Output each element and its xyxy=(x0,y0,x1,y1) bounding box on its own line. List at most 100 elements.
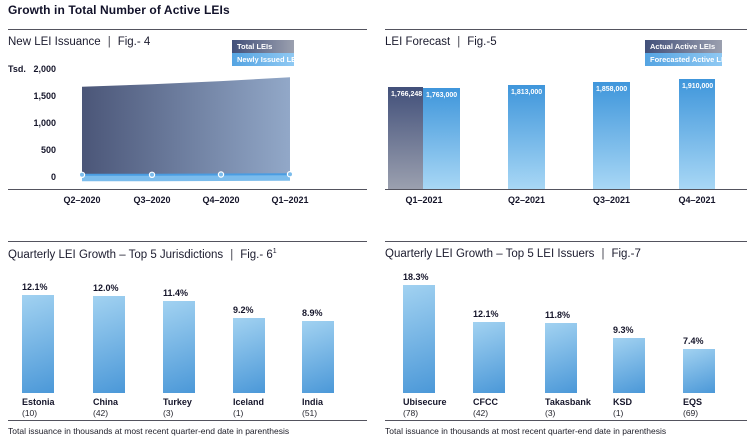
x-tick-label: Q3–2021 xyxy=(592,195,631,205)
panel-fig7: Quarterly LEI Growth – Top 5 LEI Issuers… xyxy=(385,241,747,441)
category-label: India xyxy=(302,397,324,407)
y-tick-label: 0 xyxy=(50,172,56,182)
percentage-label: 11.8% xyxy=(545,310,571,320)
x-axis-line xyxy=(8,189,367,190)
footnote-marker: 1 xyxy=(272,248,277,255)
bar-value-label: 1,858,000 xyxy=(596,86,628,93)
y-axis-unit: Tsd. xyxy=(8,64,26,74)
y-tick-label: 1,500 xyxy=(33,91,56,101)
divider xyxy=(8,241,367,242)
percentage-label: 12.1% xyxy=(473,309,499,319)
count-label: (42) xyxy=(93,408,109,418)
legend-fig4: Total LEIs Newly Issued LEIs xyxy=(232,40,302,66)
count-label: (51) xyxy=(302,408,318,418)
category-label: Turkey xyxy=(163,397,192,407)
data-point-marker xyxy=(148,171,156,178)
percentage-label: 18.3% xyxy=(403,272,429,282)
jurisdictions-bar-chart-container: 12.1% Estonia (10) 12.0% China (42) 11.4% Turke… xyxy=(8,241,367,441)
divider xyxy=(8,420,367,421)
total-leis-area xyxy=(82,77,290,175)
x-tick-label: Q4–2021 xyxy=(678,195,716,205)
category-label: China xyxy=(93,397,119,407)
bar-value-label: 1,766,248 xyxy=(391,91,423,99)
percentage-label: 9.3% xyxy=(613,325,634,335)
legend-item-newly-issued-leis: Newly Issued LEIs xyxy=(232,53,302,66)
panel-title-text: New LEI Issuance xyxy=(8,36,101,48)
title-separator: | xyxy=(601,248,605,260)
panel-title-fig4: New LEI Issuance | Fig.- 4 xyxy=(8,36,150,48)
panel-fig4: New LEI Issuance | Fig.- 4 Total LEIs Newl… xyxy=(8,29,367,241)
panel-title-text: Quarterly LEI Growth – Top 5 Jurisdictio… xyxy=(8,248,224,261)
x-tick-label: Q1–2021 xyxy=(271,195,309,205)
panel-title-text: LEI Forecast xyxy=(385,36,451,48)
bar xyxy=(163,301,195,393)
bar xyxy=(302,321,334,393)
bar xyxy=(613,338,645,393)
panel-fig5: LEI Forecast | Fig.-5 Actual Active LEIs F… xyxy=(385,29,747,241)
x-axis-line xyxy=(385,189,747,190)
forecast-bar: 1,813,000 xyxy=(508,84,545,189)
forecast-bar: 1,763,000 xyxy=(423,87,460,189)
category-label: Estonia xyxy=(22,397,55,407)
legend-item-total-leis: Total LEIs xyxy=(232,40,294,53)
x-tick-label: Q4–2020 xyxy=(202,195,240,205)
bar xyxy=(93,296,125,393)
forecast-bar: 1,910,000 xyxy=(679,79,715,189)
x-tick-label: Q1–2021 xyxy=(405,195,443,205)
bar-value-label: 1,763,000 xyxy=(426,91,458,99)
category-label: Takasbank xyxy=(545,397,591,407)
x-tick-label: Q3–2020 xyxy=(133,195,171,205)
percentage-label: 7.4% xyxy=(683,336,704,346)
count-label: (78) xyxy=(403,408,419,418)
data-point-marker xyxy=(286,170,294,178)
panel-title-fig7: Quarterly LEI Growth – Top 5 LEI Issuers… xyxy=(385,248,641,260)
forecast-bar-chart-container: 1,766,248 1,763,000 1,813,000 1,858,000 1,91… xyxy=(385,29,747,241)
footnote-text: Total issuance in thousands at most rece… xyxy=(385,426,667,436)
count-label: (69) xyxy=(683,408,699,418)
title-separator: | xyxy=(107,36,111,48)
panel-title-fig6: Quarterly LEI Growth – Top 5 Jurisdictio… xyxy=(8,248,277,261)
title-separator: | xyxy=(230,248,234,261)
percentage-label: 12.1% xyxy=(22,282,48,292)
figure-number: Fig.- 4 xyxy=(117,36,151,48)
bar-value-label: 1,813,000 xyxy=(511,88,543,96)
data-point-marker xyxy=(217,171,225,178)
bar xyxy=(233,318,265,393)
legend-fig5: Actual Active LEIs Forecasted Active LEI… xyxy=(645,40,732,66)
data-point-marker xyxy=(78,171,86,178)
percentage-label: 11.4% xyxy=(163,288,189,298)
bar xyxy=(683,349,715,393)
panel-title-text: Quarterly LEI Growth – Top 5 LEI Issuers xyxy=(385,248,595,260)
area-chart-container: 2,000 1,500 1,000 500 0 Tsd. Q2–2020 Q3–2020 Q4–… xyxy=(8,29,367,241)
x-tick-label: Q2–2020 xyxy=(63,195,101,205)
bar xyxy=(22,295,54,393)
issuers-bar-chart-container: 18.3% Ubisecure (78) 12.1% CFCC (42) 11.8% Taka… xyxy=(385,241,747,441)
count-label: (3) xyxy=(163,408,174,418)
x-tick-label: Q2–2021 xyxy=(507,195,546,205)
divider xyxy=(8,29,367,30)
category-label: KSD xyxy=(613,397,633,407)
bar xyxy=(403,285,435,393)
count-label: (3) xyxy=(545,408,556,418)
category-label: Iceland xyxy=(233,397,265,407)
percentage-label: 12.0% xyxy=(93,283,119,293)
bar-value-label: 1,910,000 xyxy=(682,83,714,90)
category-label: Ubisecure xyxy=(403,397,447,407)
y-tick-label: 500 xyxy=(40,145,56,155)
newly-issued-band xyxy=(82,174,291,182)
legend-item-forecasted-active-leis: Forecasted Active LEIs xyxy=(645,53,732,66)
divider xyxy=(385,241,747,242)
count-label: (10) xyxy=(22,408,38,418)
count-label: (1) xyxy=(233,408,244,418)
figure-number: Fig.- 6 xyxy=(240,248,273,261)
category-label: CFCC xyxy=(473,397,498,407)
y-tick-label: 1,000 xyxy=(33,118,56,128)
divider xyxy=(385,420,747,421)
figure-number: Fig.-5 xyxy=(467,36,497,48)
divider xyxy=(385,29,747,30)
panel-title-fig5: LEI Forecast | Fig.-5 xyxy=(385,36,497,48)
count-label: (42) xyxy=(473,408,489,418)
page-title: Growth in Total Number of Active LEIs xyxy=(8,3,230,17)
y-tick-label: 2,000 xyxy=(33,64,56,74)
